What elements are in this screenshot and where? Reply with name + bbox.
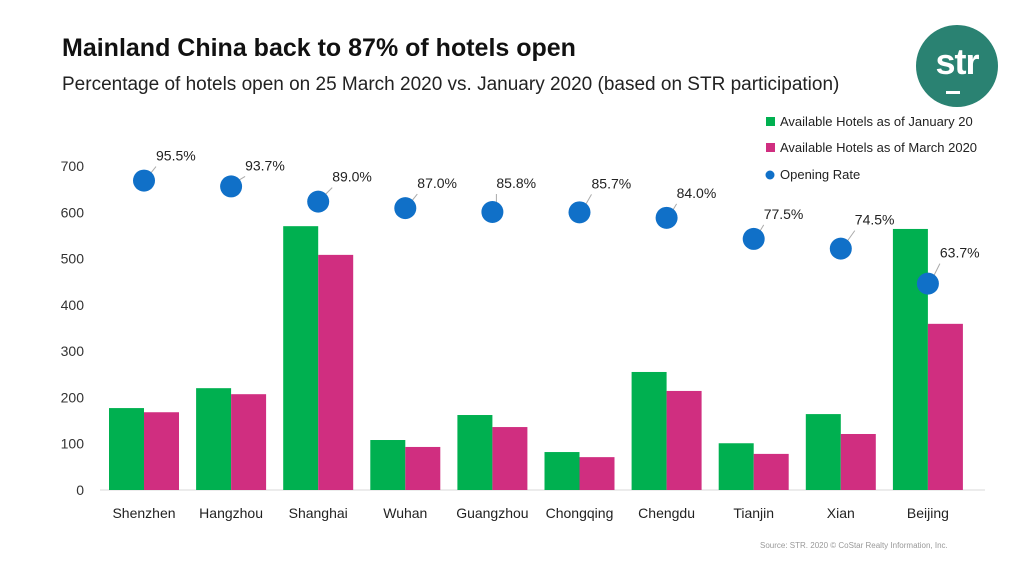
bar-january [631, 371, 667, 490]
bar-january [718, 443, 754, 490]
bar-march [666, 390, 702, 490]
x-tick-label: Beijing [907, 505, 949, 521]
bar-march [927, 323, 963, 490]
y-tick-label: 600 [61, 204, 85, 220]
x-tick-label: Chongqing [546, 505, 614, 521]
y-tick-label: 100 [61, 436, 85, 452]
x-tick-label: Shenzhen [112, 505, 175, 521]
y-tick-label: 200 [61, 389, 85, 405]
opening-rate-point [655, 206, 678, 229]
source-note: Source: STR. 2020 © CoStar Realty Inform… [760, 541, 948, 550]
opening-rate-point [133, 169, 155, 192]
x-tick-label: Xian [827, 505, 855, 521]
bar-march [753, 453, 789, 490]
opening-rate-label: 85.7% [592, 175, 632, 191]
bar-january [196, 388, 232, 490]
logo-text: str [935, 41, 979, 82]
str-logo: str [916, 25, 998, 107]
bar-march [492, 427, 528, 490]
legend-marker-1 [766, 143, 775, 152]
y-tick-label: 0 [76, 482, 84, 498]
opening-rate-label: 87.0% [417, 175, 457, 191]
y-tick-label: 300 [61, 343, 85, 359]
chart-title: Mainland China back to 87% of hotels ope… [62, 34, 576, 62]
bar-march [579, 457, 615, 490]
bar-march [840, 433, 876, 490]
opening-rate-label: 85.8% [496, 175, 536, 191]
legend-label: Available Hotels as of March 2020 [780, 140, 977, 155]
x-tick-label: Hangzhou [199, 505, 263, 521]
legend-marker-opening-rate [765, 170, 775, 180]
opening-rate-point [916, 272, 939, 295]
bar-january [805, 414, 841, 490]
legend-label: Available Hotels as of January 20 [780, 114, 973, 129]
legend-marker-0 [766, 117, 775, 126]
opening-rate-label: 89.0% [332, 169, 372, 185]
bar-january [892, 228, 928, 490]
opening-rate-point [394, 197, 417, 220]
x-tick-label: Tianjin [733, 505, 774, 521]
bar-january [457, 415, 493, 490]
bar-march [231, 394, 267, 490]
opening-rate-label: 63.7% [940, 245, 980, 261]
bar-january [370, 440, 406, 490]
opening-rate-label: 84.0% [677, 185, 717, 201]
bar-march [405, 446, 441, 490]
legend-label: Opening Rate [780, 167, 860, 182]
x-tick-label: Shanghai [289, 505, 348, 521]
opening-rate-point [481, 201, 504, 224]
x-tick-label: Guangzhou [456, 505, 528, 521]
opening-rate-point [829, 237, 852, 260]
opening-rate-point [307, 190, 330, 213]
opening-rate-label: 74.5% [855, 212, 895, 228]
opening-rate-point [220, 175, 243, 198]
opening-rate-label: 95.5% [156, 148, 196, 164]
x-tick-label: Chengdu [638, 505, 695, 521]
opening-rate-point [742, 227, 765, 250]
opening-rate-point [568, 201, 591, 224]
y-tick-label: 400 [61, 297, 85, 313]
bar-march [318, 254, 354, 490]
bar-january [109, 408, 144, 490]
bar-january [283, 226, 319, 490]
bar-january [544, 452, 580, 490]
y-tick-label: 700 [61, 158, 85, 174]
x-tick-label: Wuhan [383, 505, 427, 521]
y-tick-label: 500 [61, 251, 85, 267]
opening-rate-label: 77.5% [764, 206, 804, 222]
bar-march [144, 412, 179, 490]
opening-rate-label: 93.7% [245, 157, 285, 173]
chart-subtitle: Percentage of hotels open on 25 March 20… [62, 74, 840, 95]
